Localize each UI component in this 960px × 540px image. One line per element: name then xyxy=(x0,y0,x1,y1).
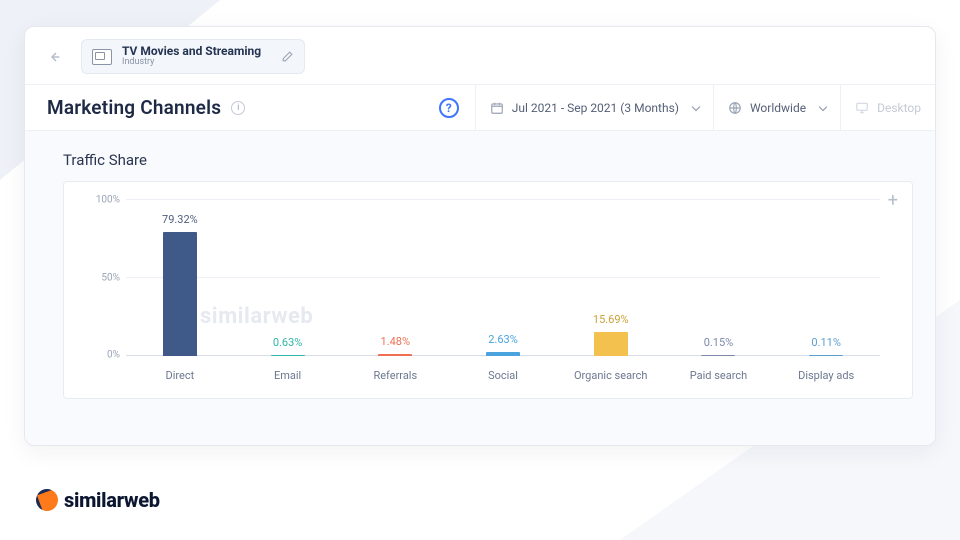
top-row: TV Movies and Streaming Industry xyxy=(25,27,935,85)
back-button[interactable] xyxy=(43,46,65,68)
chart-x-tick-label: Direct xyxy=(126,369,234,382)
region-label: Worldwide xyxy=(750,101,806,115)
traffic-share-chart: similarweb 0%50%100% 79.32%0.63%1.48%2.6… xyxy=(88,196,888,386)
brand-logo-icon xyxy=(36,489,58,511)
globe-icon xyxy=(728,101,742,115)
chart-bar-slot: 15.69% xyxy=(557,200,665,356)
date-range-selector[interactable]: Jul 2021 - Sep 2021 (3 Months) xyxy=(475,85,713,130)
chart-bar-value: 2.63% xyxy=(488,333,518,346)
chart-bar-slot: 0.11% xyxy=(772,200,880,356)
chart-bar-slot: 1.48% xyxy=(341,200,449,356)
date-range-label: Jul 2021 - Sep 2021 (3 Months) xyxy=(512,101,679,115)
chart-bar-value: 0.11% xyxy=(811,336,841,349)
chart-y-tick-label: 50% xyxy=(90,272,120,283)
chart-x-tick-label: Referrals xyxy=(341,369,449,382)
chevron-down-icon xyxy=(692,102,700,110)
chart-bar-slot: 2.63% xyxy=(449,200,557,356)
chart-x-tick-label: Display ads xyxy=(772,369,880,382)
content-area: Traffic Share + similarweb 0%50%100% 79.… xyxy=(25,131,935,446)
header-row: Marketing Channels i ? Jul 2021 - Sep 20… xyxy=(25,85,935,131)
chart-bar[interactable] xyxy=(809,355,843,356)
chart-bar[interactable] xyxy=(486,352,520,356)
chart-bar-slot: 0.63% xyxy=(234,200,342,356)
industry-icon xyxy=(92,49,112,65)
brand-text: similarweb xyxy=(64,488,160,512)
chart-x-tick-label: Social xyxy=(449,369,557,382)
chart-section-title: Traffic Share xyxy=(63,151,913,169)
industry-chip-subtitle: Industry xyxy=(122,58,261,68)
desktop-icon xyxy=(855,101,869,115)
chart-bar-value: 79.32% xyxy=(162,213,198,226)
calendar-icon xyxy=(490,101,504,115)
page-title-group: Marketing Channels i xyxy=(25,96,267,119)
chart-card: + similarweb 0%50%100% 79.32%0.63%1.48%2… xyxy=(63,181,913,399)
chart-bars: 79.32% 0.63% 1.48% 2.63% 15.69% 0.15% 0.11% xyxy=(126,200,880,356)
device-label: Desktop xyxy=(877,101,921,115)
chart-bar[interactable] xyxy=(594,332,628,356)
chart-bar[interactable] xyxy=(271,355,305,356)
main-panel: TV Movies and Streaming Industry Marketi… xyxy=(24,26,936,446)
chart-bar-slot: 0.15% xyxy=(665,200,773,356)
info-icon[interactable]: i xyxy=(231,101,245,115)
chart-bar-value: 15.69% xyxy=(593,313,629,326)
edit-icon[interactable] xyxy=(281,50,294,63)
arrow-left-icon xyxy=(46,49,62,65)
chart-bar-slot: 79.32% xyxy=(126,200,234,356)
chart-y-tick-label: 0% xyxy=(90,350,120,361)
chart-bar-value: 1.48% xyxy=(381,335,411,348)
brand-footer: similarweb xyxy=(36,488,160,512)
chart-x-tick-label: Organic search xyxy=(557,369,665,382)
expand-button[interactable]: + xyxy=(888,192,898,210)
help-button[interactable]: ? xyxy=(439,98,459,118)
region-selector[interactable]: Worldwide xyxy=(713,85,840,130)
chart-bar-value: 0.15% xyxy=(704,336,734,349)
chart-bar[interactable] xyxy=(701,355,735,356)
chevron-down-icon xyxy=(819,102,827,110)
page-title: Marketing Channels xyxy=(47,96,221,119)
chart-x-axis: DirectEmailReferralsSocialOrganic search… xyxy=(126,369,880,382)
chart-y-tick-label: 100% xyxy=(90,195,120,206)
chart-bar[interactable] xyxy=(163,232,197,356)
industry-chip-text: TV Movies and Streaming Industry xyxy=(122,45,261,68)
chart-x-tick-label: Email xyxy=(234,369,342,382)
industry-chip[interactable]: TV Movies and Streaming Industry xyxy=(81,39,305,74)
chart-x-tick-label: Paid search xyxy=(665,369,773,382)
chart-bar[interactable] xyxy=(378,354,412,356)
device-selector: Desktop xyxy=(840,85,935,130)
chart-bar-value: 0.63% xyxy=(273,336,303,349)
